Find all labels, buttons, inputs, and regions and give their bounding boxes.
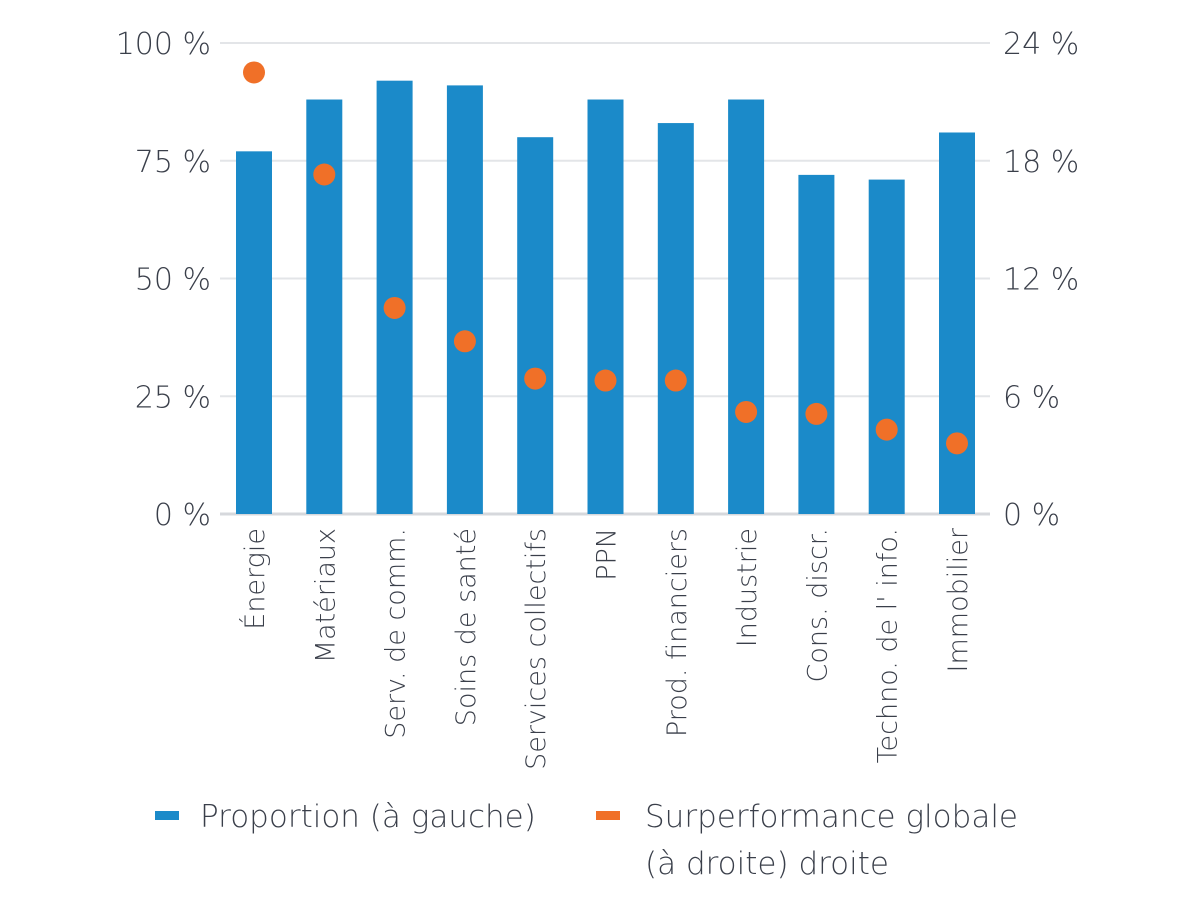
bar [306, 99, 343, 515]
bars-layer [236, 80, 975, 515]
bar [868, 179, 905, 514]
category-label: Techno. de l' info. [873, 528, 904, 763]
bar [236, 151, 272, 514]
left-tick-label: 100 % [116, 27, 211, 62]
category-label: Serv. de comm. [381, 528, 412, 739]
bar [657, 123, 694, 514]
legend-marker [155, 811, 179, 820]
data-point [946, 432, 968, 455]
category-label: Services collectifs [521, 528, 552, 770]
category-label: Énergie [239, 528, 271, 630]
bar [939, 132, 975, 515]
right-tick-label: 18 % [1003, 145, 1079, 180]
category-axis: Énergie Matériaux Serv. de comm. Soins de s… [239, 527, 974, 770]
legend-label: Surperformance globale [645, 799, 1018, 835]
legend-marker [596, 811, 620, 820]
category-label: Matériaux [310, 528, 341, 663]
category-label: PPN [592, 528, 623, 581]
category-label: Immobilier [943, 527, 974, 672]
data-point [664, 369, 687, 392]
bar [446, 85, 483, 514]
left-tick-label: 0 % [154, 498, 211, 533]
data-point [383, 296, 406, 319]
data-point [313, 163, 336, 186]
right-tick-label: 12 % [1003, 263, 1079, 298]
category-label: Industrie [732, 528, 763, 647]
points-layer [243, 61, 968, 455]
left-tick-label: 25 % [135, 380, 211, 415]
data-point [875, 418, 898, 441]
bar [587, 99, 624, 515]
category-label: Prod. financiers [662, 528, 693, 737]
data-point [594, 369, 617, 392]
legend: Proportion (à gauche) Surperformance glob… [155, 799, 1018, 882]
data-point [735, 400, 758, 423]
left-tick-label: 75 % [135, 145, 211, 180]
bar [728, 99, 765, 515]
category-label: Cons. discr. [802, 528, 833, 682]
legend-label: (à droite) droite [645, 846, 889, 882]
right-tick-label: 0 % [1003, 498, 1060, 533]
right-tick-label: 6 % [1003, 380, 1060, 415]
bar [517, 137, 554, 514]
data-point [524, 367, 547, 390]
legend-label: Proportion (à gauche) [200, 799, 536, 835]
left-axis: 0 % 25 % 50 % 75 % 100 % [116, 27, 211, 533]
left-tick-label: 50 % [135, 263, 211, 298]
right-axis: 0 % 6 % 12 % 18 % 24 % [1003, 27, 1079, 533]
right-tick-label: 24 % [1003, 27, 1079, 62]
data-point [243, 61, 265, 84]
data-point [805, 402, 828, 425]
bar [798, 174, 835, 514]
data-point [453, 330, 476, 353]
category-label: Soins de santé [451, 528, 482, 726]
